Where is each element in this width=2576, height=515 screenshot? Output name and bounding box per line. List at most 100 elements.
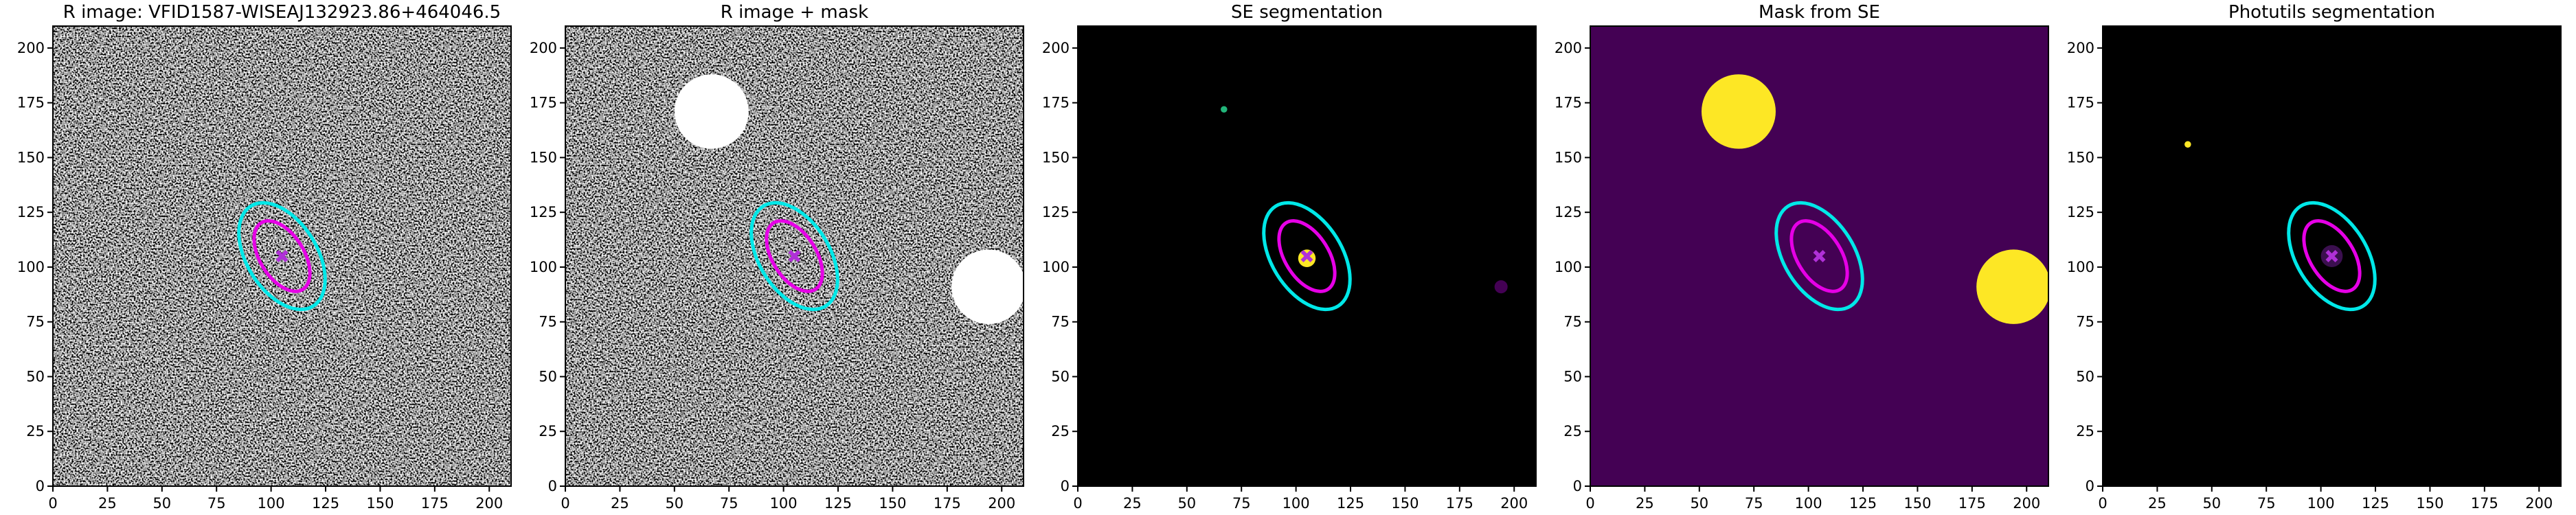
y-tick-label: 50 (1563, 368, 1582, 385)
x-tick-label: 125 (1849, 495, 1877, 512)
x-tick-label: 50 (152, 495, 171, 512)
y-tick-label: 75 (1051, 314, 1070, 330)
x-tick-label: 175 (1958, 495, 1986, 512)
x-tick-label: 50 (2202, 495, 2221, 512)
y-tick-label: 0 (1573, 478, 1582, 494)
aperture-ellipse (252, 219, 312, 293)
y-tick-label: 100 (2067, 259, 2094, 275)
y-tick-label: 75 (26, 314, 45, 330)
x-tick-label: 150 (2416, 495, 2443, 512)
y-tick-label: 25 (539, 423, 557, 439)
y-tick-label: 125 (1042, 204, 1070, 220)
mask-region (1976, 249, 2048, 324)
y-tick-label: 200 (1555, 40, 1582, 56)
aperture-ellipse (1277, 219, 1337, 293)
image-axes (53, 26, 511, 486)
y-tick-label: 0 (1061, 478, 1070, 494)
x-tick-label: 0 (561, 495, 569, 512)
y-tick-label: 125 (17, 204, 45, 220)
panel-title: Mask from SE (1759, 2, 1880, 23)
y-tick-label: 125 (1555, 204, 1582, 220)
y-tick-label: 150 (1555, 149, 1582, 165)
y-tick-label: 100 (17, 259, 45, 275)
y-tick-label: 50 (1051, 368, 1070, 385)
image-axes (1590, 26, 2048, 486)
y-tick-label: 150 (1042, 149, 1070, 165)
y-tick-label: 75 (1563, 314, 1582, 330)
y-tick-label: 100 (530, 259, 557, 275)
x-tick-label: 150 (366, 495, 394, 512)
y-tick-label: 75 (2076, 314, 2094, 330)
y-tick-label: 0 (548, 478, 557, 494)
y-tick-label: 200 (2067, 40, 2094, 56)
y-tick-label: 100 (1555, 259, 1582, 275)
x-tick-label: 100 (770, 495, 798, 512)
x-tick-label: 200 (1500, 495, 1528, 512)
y-tick-label: 150 (2067, 149, 2094, 165)
image-axes (2103, 26, 2561, 486)
y-tick-label: 175 (1042, 95, 1070, 111)
y-tick-label: 25 (2076, 423, 2094, 439)
y-tick-label: 175 (1555, 95, 1582, 111)
x-tick-label: 25 (1636, 495, 1654, 512)
x-tick-label: 25 (98, 495, 117, 512)
y-tick-label: 50 (2076, 368, 2094, 385)
panel-title: R image + mask (721, 2, 869, 23)
x-tick-label: 150 (1391, 495, 1419, 512)
y-tick-label: 25 (1563, 423, 1582, 439)
x-tick-label: 200 (2525, 495, 2553, 512)
x-tick-label: 75 (1745, 495, 1763, 512)
axes-frame (565, 25, 1024, 487)
y-tick-label: 50 (539, 368, 557, 385)
x-tick-label: 50 (1690, 495, 1708, 512)
x-tick-label: 175 (1446, 495, 1473, 512)
mask-region (1221, 106, 1228, 113)
axes-frame (1077, 25, 1537, 487)
image-axes (565, 26, 1024, 486)
x-tick-label: 175 (934, 495, 961, 512)
x-tick-label: 125 (312, 495, 339, 512)
x-tick-label: 150 (1903, 495, 1931, 512)
x-tick-label: 200 (988, 495, 1015, 512)
x-tick-label: 0 (1073, 495, 1082, 512)
panel-title: SE segmentation (1231, 2, 1383, 23)
y-tick-label: 175 (17, 95, 45, 111)
x-tick-label: 125 (1337, 495, 1364, 512)
image-axes (1078, 26, 1536, 486)
x-tick-label: 100 (258, 495, 285, 512)
center-marker (275, 250, 289, 262)
x-tick-label: 75 (720, 495, 738, 512)
x-tick-label: 75 (2257, 495, 2276, 512)
aperture-ellipse (2287, 201, 2377, 312)
x-tick-label: 125 (2362, 495, 2389, 512)
aperture-ellipse (1789, 219, 1849, 293)
axes-frame (52, 25, 512, 487)
x-tick-label: 125 (824, 495, 852, 512)
x-tick-label: 100 (1795, 495, 1822, 512)
x-tick-label: 200 (2013, 495, 2040, 512)
mask-region (1494, 280, 1508, 294)
aperture-ellipse (1774, 201, 1864, 312)
mask-region (1701, 74, 1776, 149)
y-tick-label: 100 (1042, 259, 1070, 275)
x-tick-label: 0 (2098, 495, 2107, 512)
aperture-ellipse (1262, 201, 1352, 312)
x-tick-label: 0 (48, 495, 57, 512)
y-tick-label: 125 (2067, 204, 2094, 220)
axes-frame (1590, 25, 2049, 487)
mask-region (674, 74, 749, 149)
mask-region (951, 249, 1024, 324)
panel-title: Photutils segmentation (2228, 2, 2435, 23)
y-tick-label: 0 (2086, 478, 2094, 494)
y-tick-label: 50 (26, 368, 45, 385)
x-tick-label: 175 (421, 495, 449, 512)
y-tick-label: 75 (539, 314, 557, 330)
x-tick-label: 25 (611, 495, 629, 512)
y-tick-label: 200 (530, 40, 557, 56)
center-marker (1300, 250, 1313, 262)
y-tick-label: 25 (1051, 423, 1070, 439)
panel-title: R image: VFID1587-WISEAJ132923.86+464046… (63, 2, 501, 23)
y-tick-label: 150 (530, 149, 557, 165)
